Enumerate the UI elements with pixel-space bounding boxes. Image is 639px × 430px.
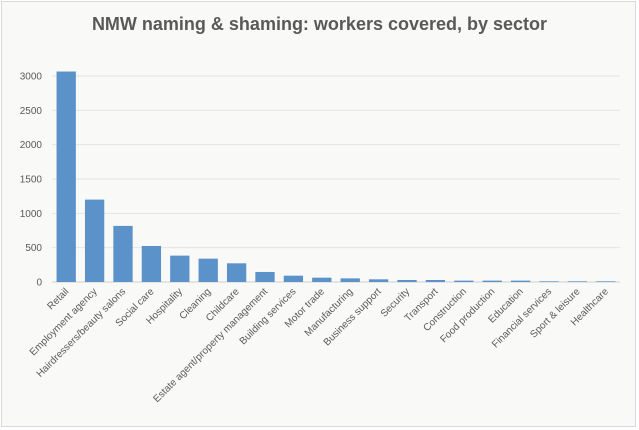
y-tick-label: 500: [25, 243, 42, 254]
bar: [482, 280, 502, 282]
bar: [340, 278, 360, 282]
y-tick-label: 0: [36, 278, 42, 289]
bar: [454, 280, 474, 282]
bar: [567, 281, 588, 282]
x-tick-label: Sport & leisure: [528, 286, 582, 340]
bar: [113, 225, 133, 282]
bar: [283, 275, 304, 282]
bar: [141, 245, 162, 282]
bar: [368, 279, 389, 282]
y-tick-label: 2500: [20, 106, 43, 117]
bar: [425, 280, 446, 282]
bar: [397, 280, 417, 282]
bar: [596, 281, 616, 282]
bar: [539, 281, 559, 282]
bar: [510, 280, 531, 282]
y-tick-label: 2000: [20, 140, 43, 151]
bar: [255, 271, 275, 282]
x-tick-label: Retail: [45, 286, 71, 312]
y-tick-label: 3000: [20, 72, 43, 83]
y-tick-label: 1500: [20, 175, 43, 186]
bar: [170, 255, 190, 282]
y-tick-label: 1000: [20, 209, 43, 220]
bar: [56, 71, 76, 282]
chart-title: NMW naming & shaming: workers covered, b…: [91, 14, 548, 34]
bar: [312, 277, 332, 282]
bar: [198, 258, 218, 282]
bar: [226, 263, 247, 282]
bar: [84, 199, 105, 282]
